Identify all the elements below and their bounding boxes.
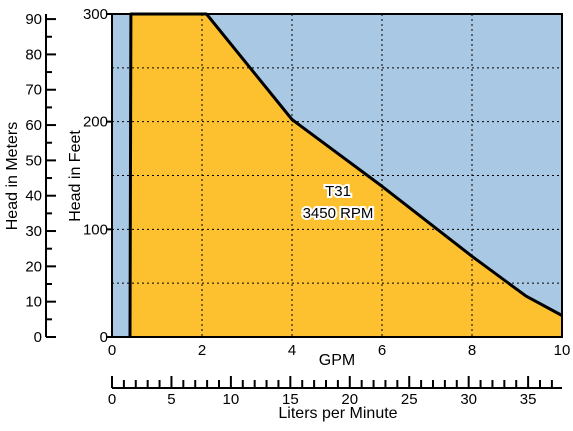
x2-axis-title-lpm: Liters per Minute bbox=[278, 405, 397, 422]
x2-tick-label: 20 bbox=[341, 391, 358, 408]
x-tick-label: 10 bbox=[554, 342, 571, 359]
y2-tick-label: 10 bbox=[25, 294, 42, 311]
y2-tick-label: 80 bbox=[25, 46, 42, 63]
x2-tick-label: 35 bbox=[520, 391, 537, 408]
x2-tick-label: 15 bbox=[282, 391, 299, 408]
y-tick-label: 0 bbox=[100, 329, 108, 346]
y-tick-label: 300 bbox=[83, 6, 108, 23]
y2-tick-label: 20 bbox=[25, 258, 42, 275]
x-tick-label: 2 bbox=[198, 342, 206, 359]
x-tick-label: 8 bbox=[468, 342, 476, 359]
x2-tick-label: 0 bbox=[108, 391, 116, 408]
x2-tick-label: 30 bbox=[460, 391, 477, 408]
plot-area bbox=[111, 12, 563, 338]
y2-tick-label: 50 bbox=[25, 152, 42, 169]
x-tick-label: 0 bbox=[108, 342, 116, 359]
plot-frame bbox=[111, 13, 563, 338]
y2-axis-title-meters: Head in Meters bbox=[4, 122, 21, 231]
y-tick-label: 100 bbox=[83, 221, 108, 238]
y2-tick-label: 90 bbox=[25, 11, 42, 28]
curve-label-model: T31 bbox=[325, 183, 351, 200]
x-tick-label: 4 bbox=[288, 342, 296, 359]
y2-tick-label: 60 bbox=[25, 117, 42, 134]
x-axis-title-gpm: GPM bbox=[319, 352, 355, 369]
y2-tick-label: 30 bbox=[25, 223, 42, 240]
x2-tick-label: 10 bbox=[223, 391, 240, 408]
x2-tick-label: 25 bbox=[401, 391, 418, 408]
y-axis-title-feet: Head in Feet bbox=[67, 130, 84, 222]
y2-tick-label: 70 bbox=[25, 82, 42, 99]
y2-tick-label: 0 bbox=[34, 329, 42, 346]
operating-region bbox=[130, 14, 562, 337]
x-tick-label: 6 bbox=[378, 342, 386, 359]
y2-tick-label: 40 bbox=[25, 188, 42, 205]
curve-label-rpm: 3450 RPM bbox=[303, 205, 374, 222]
y-tick-label: 200 bbox=[83, 114, 108, 131]
x2-tick-label: 5 bbox=[167, 391, 175, 408]
